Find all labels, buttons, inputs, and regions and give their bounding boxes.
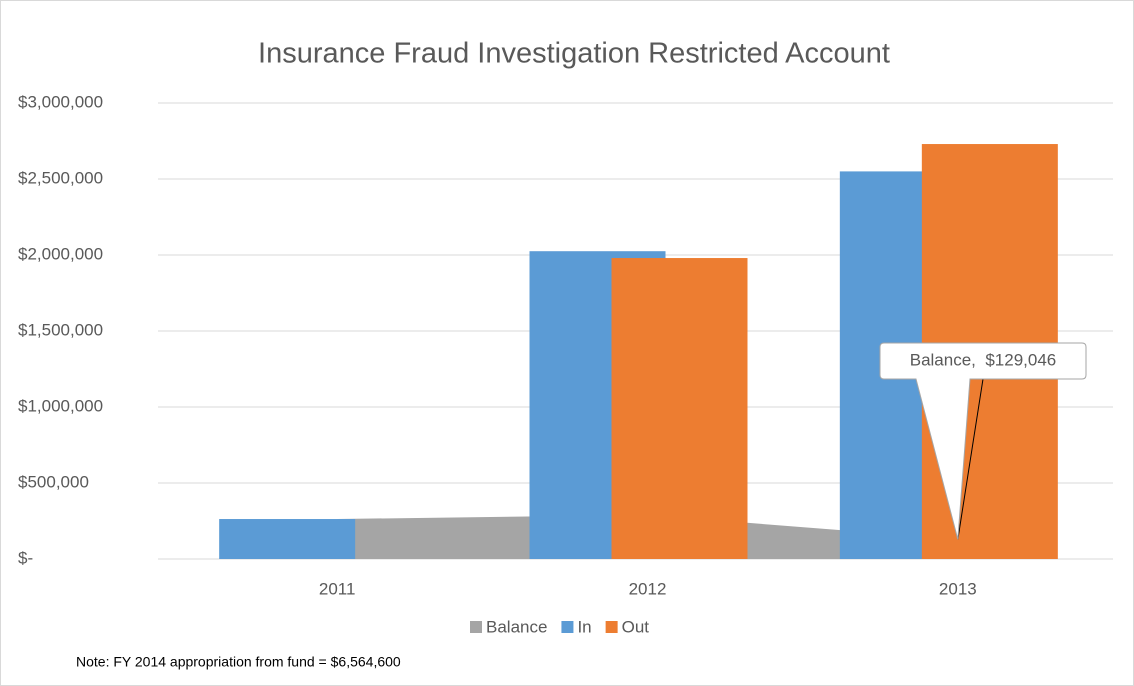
y-tick-label: $2,000,000 xyxy=(18,244,103,263)
y-tick-label: $3,000,000 xyxy=(18,92,103,111)
legend-swatch xyxy=(470,621,482,633)
bar xyxy=(219,519,356,559)
y-tick-label: $1,500,000 xyxy=(18,320,103,339)
callout xyxy=(879,342,1087,540)
note: Note: FY 2014 appropriation from fund = … xyxy=(76,654,401,670)
legend-label: In xyxy=(577,617,591,636)
x-tick-label: 2012 xyxy=(629,579,667,598)
chart-title: Insurance Fraud Investigation Restricted… xyxy=(258,38,890,70)
y-tick-label: $- xyxy=(18,548,33,567)
legend-label: Balance xyxy=(486,617,547,636)
x-tick-label: 2013 xyxy=(939,579,977,598)
y-tick-label: $500,000 xyxy=(18,472,89,491)
x-tick-label: 2011 xyxy=(319,579,356,598)
legend-swatch xyxy=(605,621,618,633)
bar xyxy=(611,258,748,559)
leader-line xyxy=(957,378,984,540)
y-tick-label: $1,000,000 xyxy=(18,396,103,415)
data-label: Balance, $129,046 xyxy=(910,350,1057,369)
legend-label: Out xyxy=(622,617,650,636)
legend-swatch xyxy=(561,621,574,633)
y-tick-label: $2,500,000 xyxy=(18,168,103,187)
